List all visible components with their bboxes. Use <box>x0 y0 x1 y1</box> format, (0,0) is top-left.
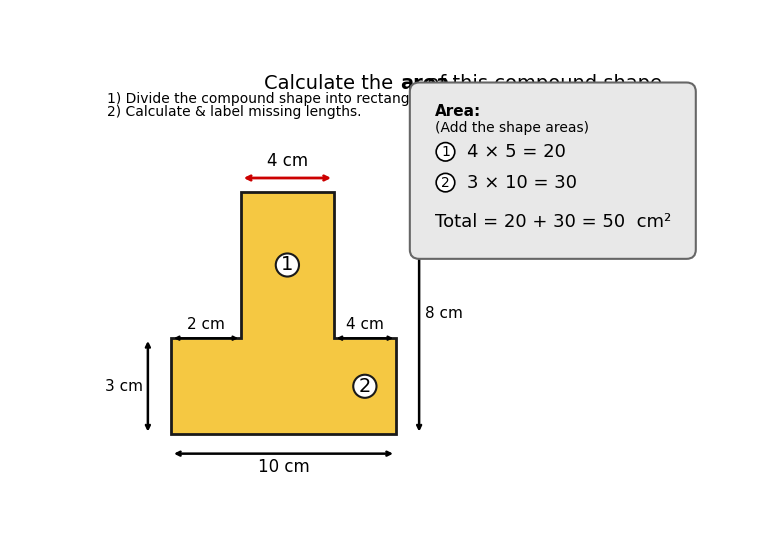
Text: 3 × 10 = 30: 3 × 10 = 30 <box>467 174 577 192</box>
Text: 8 cm: 8 cm <box>425 306 463 321</box>
Text: Calculate the: Calculate the <box>264 74 399 93</box>
Text: 1: 1 <box>281 255 293 274</box>
Text: 1) Divide the compound shape into rectangles.: 1) Divide the compound shape into rectan… <box>107 92 434 106</box>
Text: 4 × 5 = 20: 4 × 5 = 20 <box>467 143 566 161</box>
Text: 2: 2 <box>359 377 371 396</box>
Circle shape <box>353 375 377 398</box>
Text: Area:: Area: <box>434 104 481 119</box>
Text: 2 cm: 2 cm <box>187 317 225 332</box>
Text: 3 cm: 3 cm <box>105 379 144 394</box>
Text: 2: 2 <box>441 176 450 190</box>
Text: 4 cm: 4 cm <box>267 152 308 170</box>
Text: 1: 1 <box>441 145 450 159</box>
Text: 2) Calculate & label missing lengths.: 2) Calculate & label missing lengths. <box>107 105 361 119</box>
Text: (Add the shape areas): (Add the shape areas) <box>434 121 589 135</box>
Text: of this compound shape.: of this compound shape. <box>421 74 668 93</box>
Polygon shape <box>171 192 396 434</box>
Text: Total = 20 + 30 = 50  cm²: Total = 20 + 30 = 50 cm² <box>434 213 671 232</box>
Circle shape <box>436 143 455 161</box>
FancyBboxPatch shape <box>410 83 696 259</box>
Text: area: area <box>399 74 449 93</box>
Circle shape <box>436 173 455 192</box>
Text: 4 cm: 4 cm <box>346 317 384 332</box>
Text: 10 cm: 10 cm <box>257 458 310 476</box>
Circle shape <box>276 253 299 276</box>
